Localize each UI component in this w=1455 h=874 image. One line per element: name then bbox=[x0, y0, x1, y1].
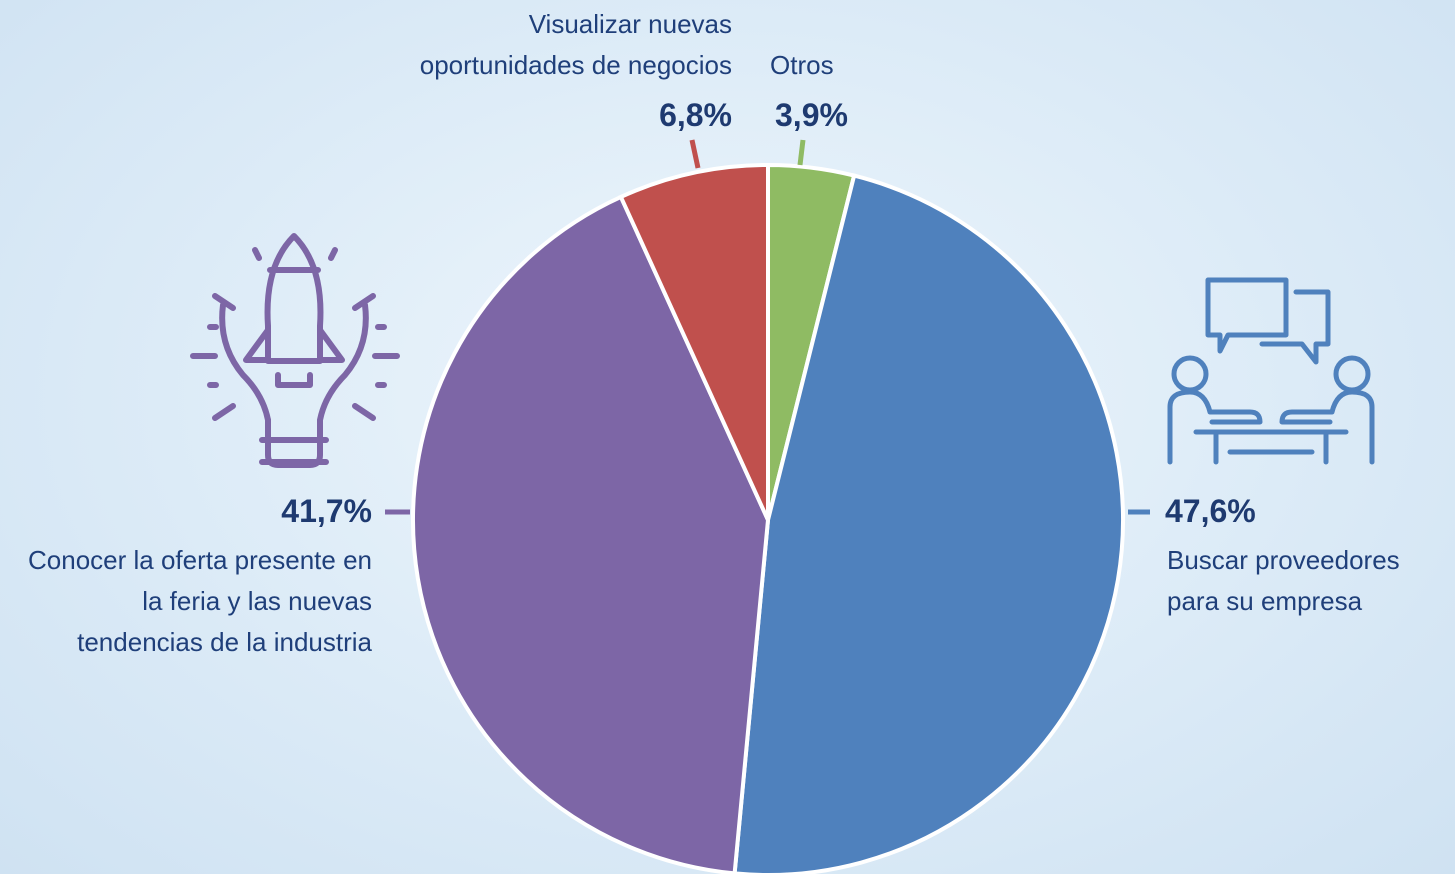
pie-slice bbox=[618, 162, 770, 521]
category-label: Buscar proveedores para su empresa bbox=[1167, 545, 1400, 616]
category-label: Otros bbox=[770, 50, 834, 80]
rocket-icon bbox=[190, 233, 400, 468]
category-label: Visualizar nuevas oportunidades de negoc… bbox=[419, 9, 732, 80]
leader-line bbox=[797, 139, 806, 166]
value-label: 3,9% bbox=[775, 97, 848, 133]
value-label: 47,6% bbox=[1165, 493, 1256, 529]
value-label: 41,7% bbox=[281, 493, 372, 529]
pie-slice bbox=[732, 173, 1125, 874]
pie-slice bbox=[411, 194, 771, 874]
category-label: Conocer la oferta presente en la feria y… bbox=[28, 545, 372, 657]
value-label: 6,8% bbox=[659, 97, 732, 133]
meeting-icon bbox=[1167, 277, 1375, 465]
leader-line bbox=[689, 139, 701, 169]
